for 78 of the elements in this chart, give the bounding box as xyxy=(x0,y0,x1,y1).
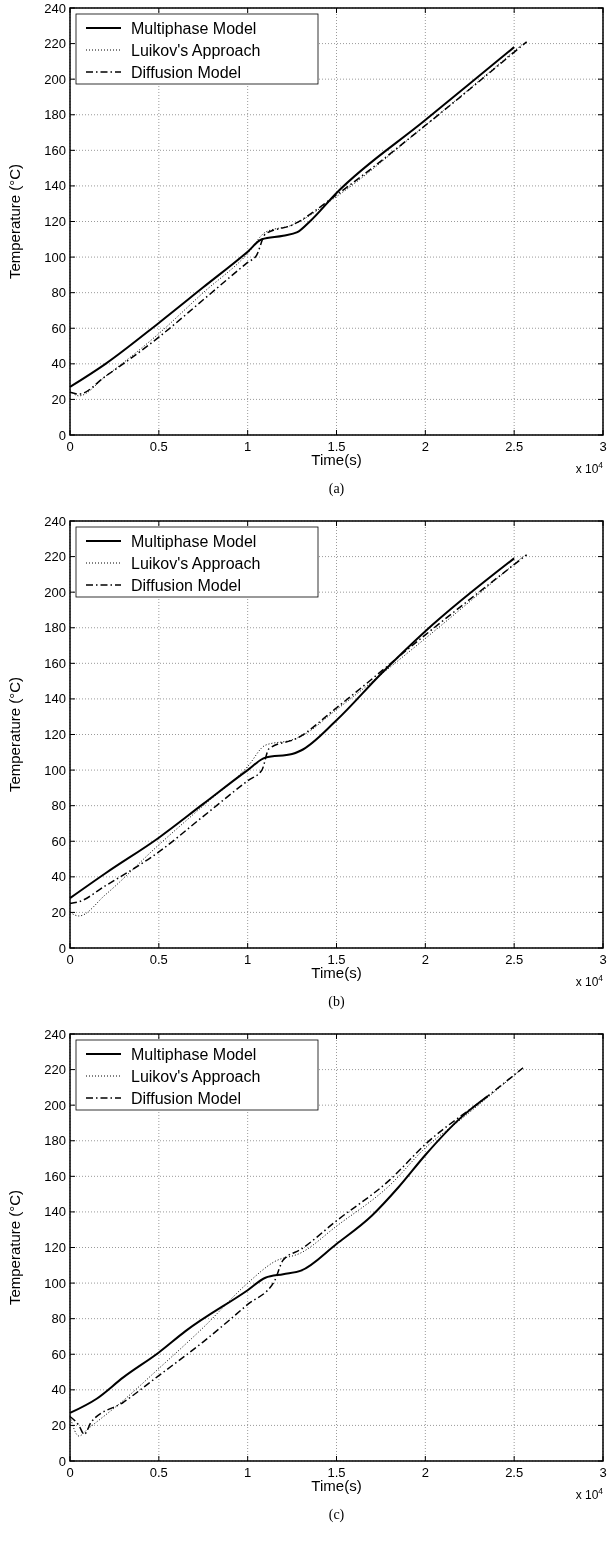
y-tick-label: 100 xyxy=(44,1275,66,1291)
y-tick-label: 0 xyxy=(58,940,66,956)
y-tick-label: 20 xyxy=(51,1417,66,1433)
y-tick-label: 160 xyxy=(44,142,66,158)
legend-label: Multiphase Model xyxy=(131,532,257,550)
y-tick-label: 60 xyxy=(51,833,66,849)
legend-label: Luikov's Approach xyxy=(131,554,261,572)
y-tick-label: 80 xyxy=(51,285,66,301)
y-tick-label: 220 xyxy=(44,1062,66,1078)
legend-label: Diffusion Model xyxy=(131,576,241,594)
y-tick-label: 140 xyxy=(44,691,66,707)
x-tick-label: 1 xyxy=(244,952,252,967)
x-tick-label: 3 xyxy=(599,1465,607,1480)
y-tick-label: 240 xyxy=(44,1026,66,1042)
legend-label: Multiphase Model xyxy=(131,1045,257,1063)
y-tick-label: 120 xyxy=(44,727,66,743)
y-tick-label: 40 xyxy=(51,1382,66,1398)
y-tick-label: 20 xyxy=(51,391,66,407)
x-axis-title: Time(s) xyxy=(311,1477,362,1494)
text: x 10$^{4}$ xyxy=(575,1486,604,1502)
x-tick-label: 1 xyxy=(244,439,252,454)
x-tick-label: 0.5 xyxy=(149,1465,168,1480)
x-tick-label: 1.5 xyxy=(327,1465,346,1480)
x-tick-label: 2 xyxy=(421,1465,429,1480)
x-axis-title: Time(s) xyxy=(311,964,362,981)
y-tick-label: 140 xyxy=(44,178,66,194)
x-tick-label: 2 xyxy=(421,439,429,454)
y-axis-title: Temperature (°C) xyxy=(6,676,23,793)
x-tick-label: 3 xyxy=(599,952,607,967)
x-tick-label: 0.5 xyxy=(149,439,168,454)
y-tick-label: 120 xyxy=(44,1240,66,1256)
y-tick-label: 80 xyxy=(51,1311,66,1327)
y-tick-label: 60 xyxy=(51,320,66,336)
x-tick-label: 1.5 xyxy=(327,439,346,454)
x-tick-label: 2.5 xyxy=(505,439,524,454)
x-tick-label: 0.5 xyxy=(149,952,168,967)
y-tick-label: 160 xyxy=(44,1168,66,1184)
y-tick-label: 220 xyxy=(44,36,66,52)
text: (a) xyxy=(328,481,345,497)
y-tick-label: 40 xyxy=(51,869,66,885)
text: x 10$^{4}$ xyxy=(575,460,604,476)
y-tick-label: 80 xyxy=(51,798,66,814)
y-tick-label: 180 xyxy=(44,620,66,636)
y-tick-label: 100 xyxy=(44,762,66,778)
y-tick-label: 60 xyxy=(51,1346,66,1362)
y-tick-label: 20 xyxy=(51,904,66,920)
legend-label: Luikov's Approach xyxy=(131,41,261,59)
y-tick-label: 200 xyxy=(44,71,66,87)
y-tick-label: 120 xyxy=(44,214,66,230)
y-tick-label: 180 xyxy=(44,1133,66,1149)
y-axis-title: Temperature (°C) xyxy=(6,1189,23,1306)
text: (b) xyxy=(328,994,345,1010)
text: x 10$^{4}$ xyxy=(575,973,604,989)
legend-label: Multiphase Model xyxy=(131,19,257,37)
y-tick-label: 100 xyxy=(44,249,66,265)
y-tick-label: 0 xyxy=(58,1453,66,1469)
legend-label: Diffusion Model xyxy=(131,63,241,81)
y-tick-label: 240 xyxy=(44,0,66,16)
y-tick-label: 140 xyxy=(44,1204,66,1220)
y-tick-label: 40 xyxy=(51,356,66,372)
y-tick-label: 200 xyxy=(44,584,66,600)
text: (c) xyxy=(328,1507,345,1523)
x-tick-label: 1 xyxy=(244,1465,252,1480)
y-tick-label: 220 xyxy=(44,549,66,565)
y-tick-label: 240 xyxy=(44,513,66,529)
x-tick-label: 2 xyxy=(421,952,429,967)
x-tick-label: 1.5 xyxy=(327,952,346,967)
legend-label: Luikov's Approach xyxy=(131,1067,261,1085)
y-tick-label: 200 xyxy=(44,1097,66,1113)
y-tick-label: 0 xyxy=(58,427,66,443)
y-tick-label: 180 xyxy=(44,107,66,123)
legend-label: Diffusion Model xyxy=(131,1089,241,1107)
y-axis-title: Temperature (°C) xyxy=(6,163,23,280)
x-tick-label: 2.5 xyxy=(505,952,524,967)
x-tick-label: 3 xyxy=(599,439,607,454)
x-axis-title: Time(s) xyxy=(311,451,362,468)
y-tick-label: 160 xyxy=(44,655,66,671)
x-tick-label: 2.5 xyxy=(505,1465,524,1480)
